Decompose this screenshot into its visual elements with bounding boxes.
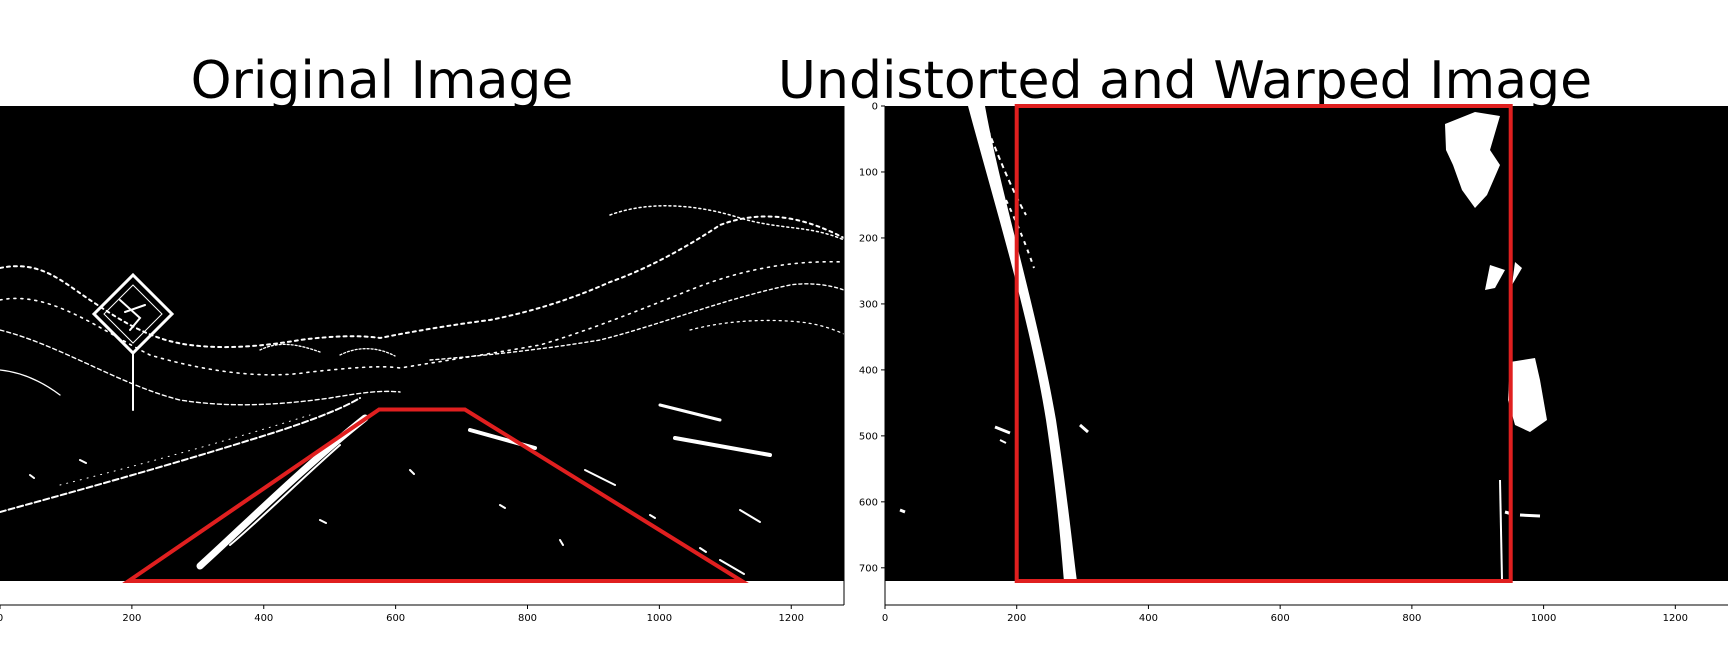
x-tick-label: 600	[386, 613, 405, 624]
left-image-background	[0, 106, 844, 581]
y-tick-label: 0	[872, 102, 878, 113]
overlay-polygon	[1014, 104, 1513, 583]
right-image-background	[885, 106, 1728, 581]
right-panel: 0 200 400 600 800 1000 1200 0 100 200 300 400 500 60…	[859, 102, 1728, 624]
x-tick-label: 200	[122, 613, 141, 624]
x-tick-label: 400	[1139, 613, 1158, 624]
right-y-ticks: 0 100 200 300 400 500 600 700	[859, 102, 885, 574]
right-panel-title: Undistorted and Warped Image	[777, 51, 1593, 111]
left-panel-title: Original Image	[190, 51, 574, 111]
x-tick-label: 800	[1402, 613, 1421, 624]
x-tick-label: 1000	[647, 613, 672, 624]
left-image-lower-white-band	[0, 581, 844, 605]
x-tick-label: 200	[1007, 613, 1026, 624]
y-tick-label: 100	[859, 167, 878, 178]
y-tick-label: 200	[859, 233, 878, 244]
y-tick-label: 500	[859, 431, 878, 442]
left-x-ticks: 0 200 400 600 800 1000 1200	[0, 605, 804, 624]
y-tick-label: 700	[859, 563, 878, 574]
y-tick-label: 300	[859, 299, 878, 310]
right-image-edges	[899, 106, 1547, 581]
left-panel: 0 200 400 600 800 1000 1200	[0, 106, 845, 624]
x-tick-label: 0	[882, 613, 888, 624]
x-tick-label: 400	[254, 613, 273, 624]
overlay-polygon	[122, 407, 749, 583]
y-tick-label: 400	[859, 365, 878, 376]
x-tick-label: 0	[0, 613, 3, 624]
right-x-ticks: 0 200 400 600 800 1000 1200	[882, 605, 1688, 624]
left-overlay	[122, 407, 749, 583]
x-tick-label: 1200	[1663, 613, 1688, 624]
x-tick-label: 1200	[779, 613, 804, 624]
y-tick-label: 600	[859, 497, 878, 508]
right-overlay	[1014, 104, 1513, 583]
x-tick-label: 1000	[1531, 613, 1556, 624]
left-image-edges	[0, 205, 844, 575]
x-tick-label: 600	[1271, 613, 1290, 624]
x-tick-label: 800	[518, 613, 537, 624]
right-image-lower-white-band	[885, 581, 1728, 605]
